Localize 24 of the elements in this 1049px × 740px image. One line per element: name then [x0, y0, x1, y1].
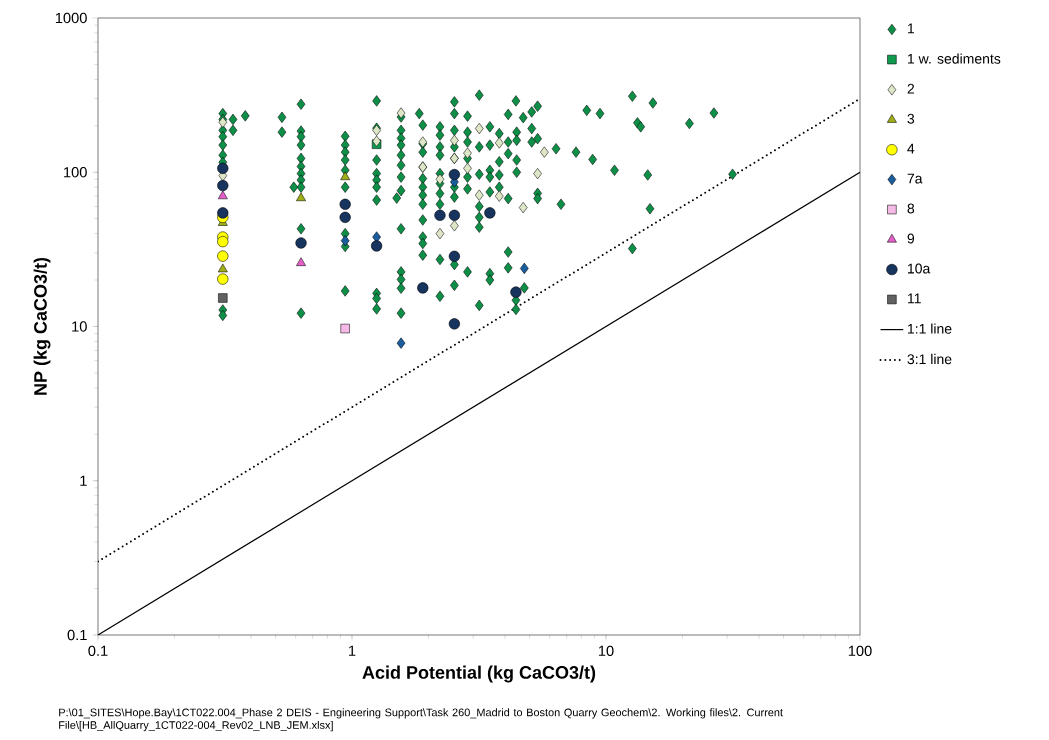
x-axis-title: Acid Potential (kg CaCO3/t) — [362, 665, 596, 683]
legend-label: 3 — [907, 113, 915, 124]
legend-label: 10a — [908, 263, 931, 274]
legend-label: 1 w. sediments — [908, 53, 1001, 64]
x-tick-label: 1 — [349, 645, 356, 656]
legend-label: 2 — [907, 83, 915, 94]
y-tick-label: 0.1 — [67, 629, 87, 641]
legend-label: 1 — [908, 23, 915, 34]
y-tick-label: 100 — [64, 167, 87, 178]
legend-label: 1:1 line — [908, 323, 952, 334]
legend-label: 11 — [908, 293, 921, 304]
text: P:\01_SITES\Hope.Bay\1CT022.004_Phase 2 DEIS - Engineering Support\Task 260_Madrid to Boston Quarry Geochem\2. Working files\2. Current File\[HB_AllQuarry_1CT022-004_Rev02_LNB_JEM.xlsx] — [59, 708, 783, 732]
legend-label: 8 — [907, 203, 915, 214]
legend-label: 3:1 line — [907, 353, 952, 365]
y-tick-label: 10 — [72, 321, 87, 332]
legend-label: 9 — [907, 233, 915, 244]
y-axis-title: NP (kg CaCO3/t) — [33, 257, 51, 395]
y-tick-label: 1 — [80, 475, 87, 486]
x-tick-label: 0.1 — [88, 645, 108, 657]
x-tick-label: 100 — [848, 645, 872, 657]
legend-label: 7a — [907, 173, 923, 184]
x-tick-label: 10 — [598, 645, 614, 657]
y-tick-label: 1000 — [55, 12, 87, 24]
legend-label: 4 — [907, 143, 915, 154]
